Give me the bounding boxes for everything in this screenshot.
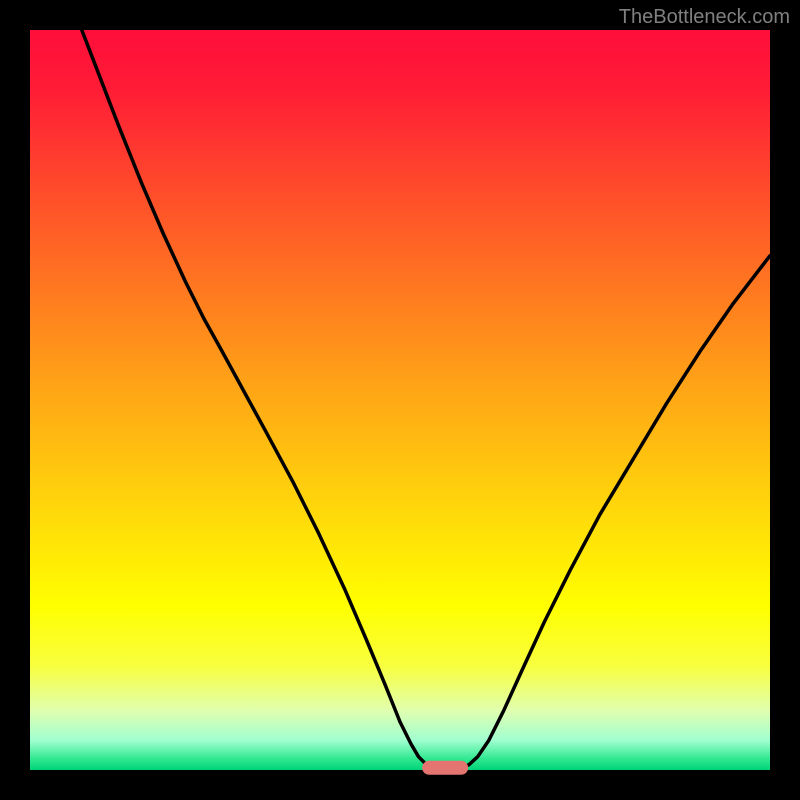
optimal-marker (422, 761, 468, 775)
watermark-text: TheBottleneck.com (619, 6, 790, 29)
chart-svg (0, 0, 800, 800)
bottleneck-chart (0, 0, 800, 800)
plot-background-gradient (30, 30, 770, 770)
